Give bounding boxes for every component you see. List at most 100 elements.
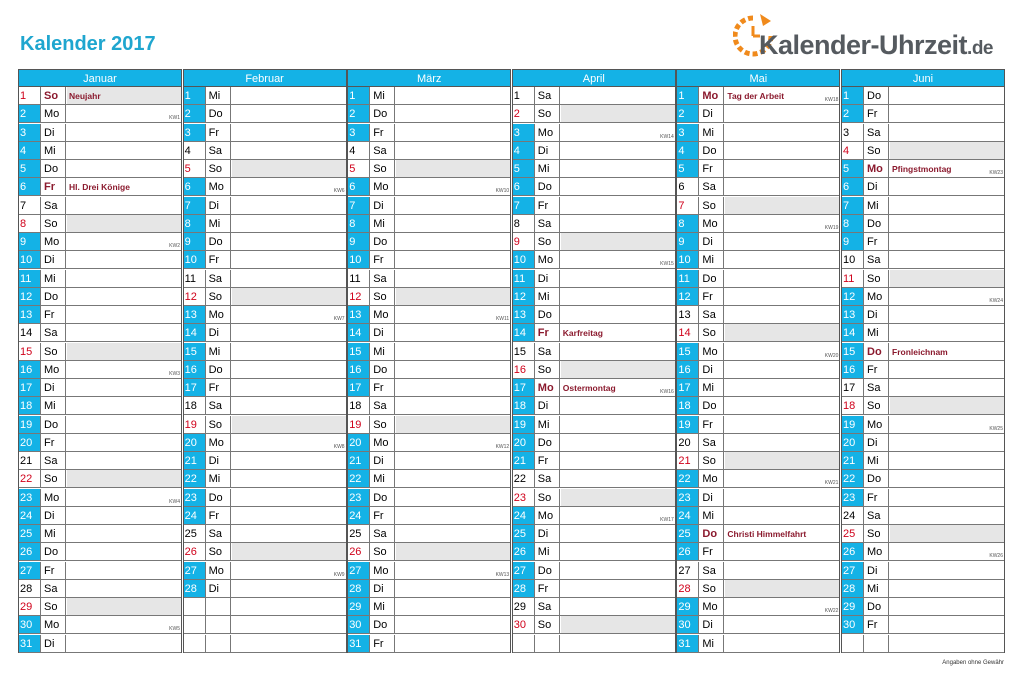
day-number: 9 (841, 233, 864, 251)
weekday-label: Fr (207, 506, 231, 524)
day-note-cell (67, 379, 182, 396)
day-row: 22 Mi (182, 470, 347, 489)
day-number: 9 (182, 233, 206, 251)
day-number: 20 (182, 433, 206, 451)
day-number: 20 (511, 433, 535, 451)
day-number (512, 634, 535, 652)
weekday-label: Di (536, 269, 560, 287)
day-note-cell (396, 105, 511, 122)
day-row: 25 Sa (182, 525, 347, 544)
day-row: 13 Fr (18, 306, 182, 325)
weekday-label: Do (536, 306, 560, 324)
weekday-label: Do (865, 214, 889, 232)
day-note-cell: KW19 (725, 215, 840, 232)
day-note-cell (232, 489, 347, 506)
day-number: 10 (841, 251, 864, 269)
weekday-label: Sa (207, 141, 231, 159)
holiday-name: Fronleichnam (892, 346, 948, 357)
day-note-cell: KW15 (561, 251, 676, 268)
month-header: Februar (182, 69, 347, 87)
weekday-label: Mo (207, 178, 231, 196)
day-note-cell (67, 306, 182, 323)
day-number: 26 (347, 543, 371, 561)
day-row: 15 Sa (511, 342, 676, 361)
day-note-cell: KW5 (67, 616, 182, 633)
day-number: 29 (676, 598, 700, 616)
day-number: 30 (347, 616, 371, 634)
day-note-cell (725, 562, 840, 579)
week-number: KW5 (169, 626, 180, 633)
weekday-label: Mi (700, 506, 725, 524)
day-number: 15 (676, 342, 700, 360)
day-note-cell (561, 270, 676, 287)
weekday-label: Mo (536, 379, 560, 397)
day-number: 22 (347, 470, 371, 488)
day-note-cell (561, 306, 676, 323)
day-number: 4 (18, 141, 41, 159)
day-number: 17 (182, 379, 206, 397)
day-row: 27 Mo KW9 (182, 561, 347, 580)
day-number: 28 (841, 579, 864, 597)
day-note-cell (67, 525, 182, 542)
day-row: 1 Mo Tag der Arbeit KW18 (676, 87, 841, 106)
day-note-cell (890, 178, 1005, 195)
weekday-label: Mo (536, 251, 560, 269)
day-row: 12 Mo KW24 (841, 287, 1005, 306)
day-number: 23 (512, 488, 535, 506)
day-number: 16 (841, 360, 864, 378)
day-note-cell: KW9 (232, 562, 347, 579)
weekday-label: Fr (700, 160, 725, 178)
day-note-cell (560, 360, 676, 378)
day-number: 22 (841, 470, 864, 488)
weekday-label: Do (42, 415, 66, 433)
day-number: 17 (18, 379, 41, 397)
day-note-cell (232, 142, 347, 159)
day-number: 14 (18, 324, 41, 342)
day-row: 18 Sa (347, 397, 512, 416)
day-number: 11 (183, 269, 206, 287)
day-row: 17 Sa (841, 379, 1005, 398)
day-note-cell (560, 233, 676, 251)
day-number: 1 (182, 87, 206, 105)
day-row: 6 Mo KW6 (182, 178, 347, 197)
day-note-cell: KW10 (396, 178, 511, 195)
day-note-cell (396, 452, 511, 469)
day-number (183, 634, 206, 652)
day-row: 6 Mo KW10 (347, 178, 512, 197)
day-number: 3 (347, 123, 371, 141)
day-note-cell (561, 434, 676, 451)
day-row: 18 Mi (18, 397, 182, 416)
day-number: 6 (511, 178, 535, 196)
weekday-label: Fr (371, 379, 396, 397)
day-note-cell (890, 124, 1005, 141)
day-row: 12 Do (18, 287, 182, 306)
day-row: 3 Di (18, 123, 182, 142)
weekday-label: Mi (207, 214, 231, 232)
day-number: 28 (511, 579, 535, 597)
day-row: 15 Mi (182, 342, 347, 361)
day-number: 27 (182, 561, 206, 579)
day-number: 7 (182, 196, 206, 214)
day-note-cell (232, 124, 347, 141)
week-number: KW13 (495, 571, 510, 578)
day-number: 6 (347, 178, 371, 196)
weekday-label: Fr (371, 251, 396, 269)
week-number: KW1 (169, 115, 180, 122)
weekday-label: Sa (42, 579, 66, 597)
day-note-cell (890, 306, 1005, 323)
site-logo[interactable]: Kalender-Uhrzeit.de (733, 10, 1003, 66)
day-note-cell: Karfreitag (561, 324, 676, 341)
day-number: 18 (18, 397, 41, 415)
weekday-label: Do (371, 616, 396, 634)
holiday-name: Tag der Arbeit (727, 91, 785, 101)
day-note-cell (232, 580, 347, 597)
holiday-name: Pfingstmontag (892, 164, 952, 174)
day-note-cell (725, 361, 840, 378)
day-note-cell (232, 470, 347, 487)
weekday-label: Fr (865, 488, 889, 506)
day-note-cell (67, 452, 182, 469)
day-number: 2 (512, 105, 535, 123)
day-number (841, 634, 864, 652)
weekday-label: Do (371, 233, 396, 251)
weekday-label: Mi (42, 397, 66, 415)
